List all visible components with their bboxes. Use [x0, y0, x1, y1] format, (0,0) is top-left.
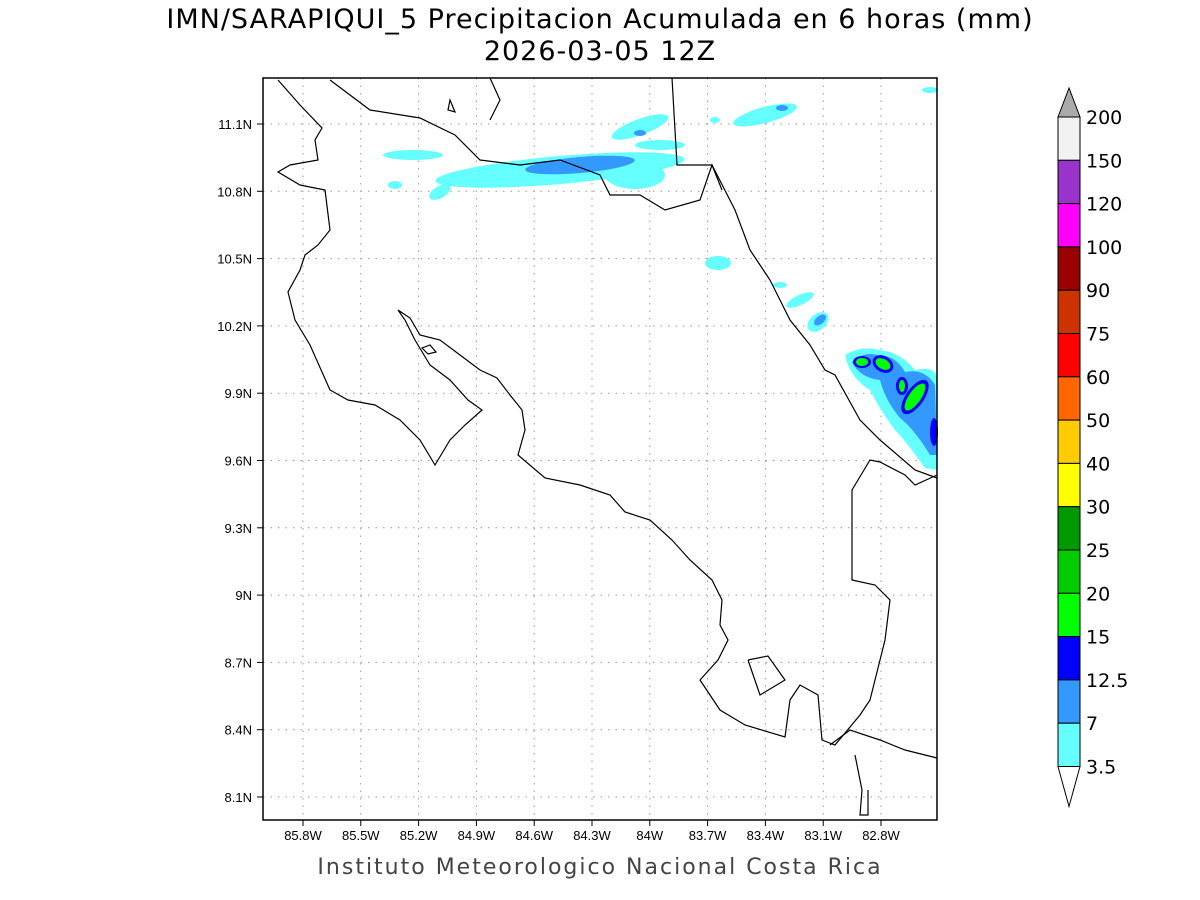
- colorbar-label: 200: [1086, 107, 1122, 129]
- colorbar-label: 30: [1086, 497, 1110, 519]
- lon-tick-label: 85.2W: [400, 828, 438, 843]
- lon-tick-label: 83.7W: [689, 828, 727, 843]
- lat-tick-label: 11.1N: [218, 117, 252, 132]
- colorbar-label: 40: [1086, 453, 1110, 475]
- lat-tick-label: 9N: [235, 588, 252, 603]
- lon-tick-label: 83.4W: [747, 828, 785, 843]
- lon-tick-label: 82.8W: [862, 828, 900, 843]
- colorbar-label: 100: [1086, 237, 1122, 259]
- colorbar-under-triangle: [1057, 766, 1081, 809]
- colorbar-swatch: [1057, 506, 1081, 551]
- colorbar-label: 150: [1086, 150, 1122, 172]
- colorbar-label: 60: [1086, 367, 1110, 389]
- lat-tick-label: 10.2N: [217, 319, 252, 334]
- lon-tick-label: 83.1W: [804, 828, 842, 843]
- colorbar-swatch: [1057, 376, 1081, 421]
- colorbar-label: 12.5: [1086, 670, 1128, 692]
- colorbar-swatch: [1057, 246, 1081, 291]
- colorbar-swatch: [1057, 549, 1081, 594]
- colorbar-swatch: [1057, 636, 1081, 681]
- colorbar-swatch: [1057, 289, 1081, 335]
- colorbar: 200 150 120 100 90 75 60 50 40 30 25 20 15 12.5 7 3.5: [1057, 86, 1128, 809]
- lat-tick-label: 9.3N: [225, 521, 252, 536]
- map-datetime: 2026-03-05 12Z: [483, 36, 717, 67]
- lon-tick-label: 84.6W: [515, 828, 553, 843]
- lat-tick-label: 8.1N: [225, 790, 252, 805]
- colorbar-swatch: [1057, 679, 1081, 724]
- colorbar-label: 120: [1086, 194, 1122, 216]
- lat-tick-label: 10.8N: [217, 184, 252, 199]
- colorbar-swatch: [1057, 419, 1081, 464]
- colorbar-swatch: [1057, 462, 1081, 508]
- colorbar-label: 90: [1086, 280, 1110, 302]
- lat-tick-label: 8.7N: [225, 655, 252, 670]
- colorbar-swatch: [1057, 722, 1081, 768]
- lon-tick-label: 85.8W: [284, 828, 322, 843]
- colorbar-swatch: [1057, 116, 1081, 161]
- grid-lines: [263, 78, 937, 820]
- lat-tick-label: 9.6N: [225, 454, 252, 469]
- lon-tick-label: 84W: [636, 828, 663, 843]
- axis-ticks: 85.8W 85.5W 85.2W 84.9W 84.6W 84.3W 84W 83.7W 83…: [217, 117, 900, 843]
- colorbar-label: 50: [1086, 410, 1110, 432]
- lon-tick-label: 84.9W: [458, 828, 496, 843]
- lat-tick-label: 8.4N: [225, 723, 252, 738]
- colorbar-swatch: [1057, 159, 1081, 205]
- colorbar-label: 7: [1086, 713, 1098, 735]
- colorbar-label: 15: [1086, 627, 1110, 649]
- colorbar-label: 20: [1086, 583, 1110, 605]
- lon-tick-label: 84.3W: [573, 828, 611, 843]
- coastline-borders: [276, 77, 938, 816]
- lat-tick-label: 10.5N: [217, 252, 252, 267]
- colorbar-label: 25: [1086, 540, 1110, 562]
- lon-tick-label: 85.5W: [342, 828, 380, 843]
- colorbar-swatch: [1057, 203, 1081, 248]
- map-frame: [262, 77, 938, 821]
- colorbar-label: 3.5: [1086, 757, 1116, 779]
- colorbar-swatch: [1057, 592, 1081, 638]
- colorbar-label: 75: [1086, 324, 1110, 346]
- colorbar-over-triangle: [1057, 86, 1081, 118]
- lat-tick-label: 9.9N: [225, 386, 252, 401]
- footer-credit: Instituto Meteorologico Nacional Costa R…: [317, 855, 883, 880]
- map-title: IMN/SARAPIQUI_5 Precipitacion Acumulada …: [166, 4, 1034, 35]
- precipitation-fields: [383, 87, 938, 470]
- colorbar-swatch: [1057, 333, 1081, 378]
